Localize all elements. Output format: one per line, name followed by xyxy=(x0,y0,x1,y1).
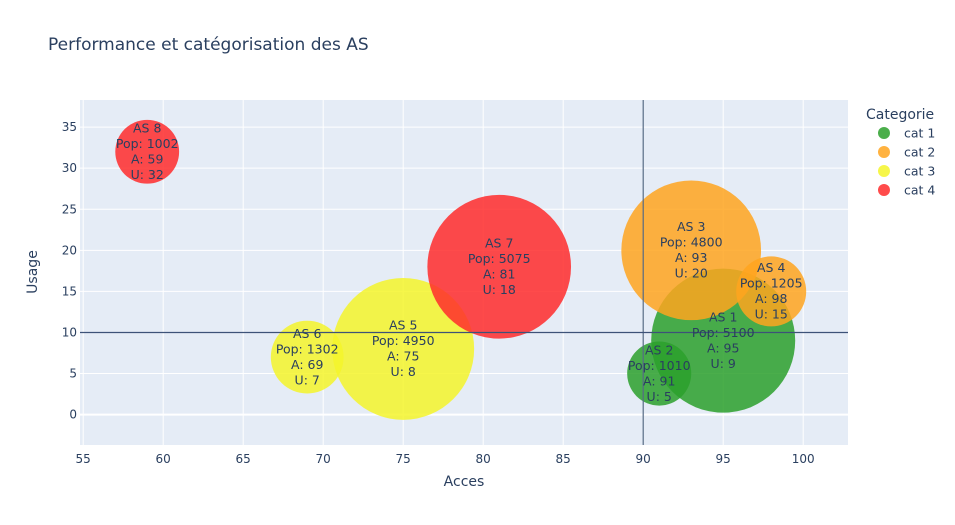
bubble-as-5 xyxy=(332,277,475,420)
x-tick-label: 65 xyxy=(236,452,251,466)
bubble-as-6 xyxy=(270,320,344,394)
chart-title: Performance et catégorisation des AS xyxy=(48,35,369,55)
bubble-label-as-6: A: 69 xyxy=(291,357,323,372)
y-tick-label: 5 xyxy=(69,367,77,381)
y-tick-label: 35 xyxy=(62,120,77,134)
y-tick-label: 30 xyxy=(62,161,77,175)
bubble-label-as-8: AS 8 xyxy=(133,121,161,136)
x-tick-label: 55 xyxy=(76,452,91,466)
bubble-label-as-4: AS 4 xyxy=(757,260,785,275)
legend-label: cat 3 xyxy=(904,164,935,179)
bubble-label-as-4: U: 15 xyxy=(755,307,788,322)
legend: Categorie cat 1 cat 2 cat 3 cat 4 xyxy=(866,107,935,198)
legend-title: Categorie xyxy=(866,107,934,123)
bubble-label-as-2: AS 2 xyxy=(645,342,673,357)
bubble-as-4 xyxy=(736,256,807,327)
bubble-label-as-2: A: 91 xyxy=(643,373,675,388)
x-tick-label: 100 xyxy=(792,452,815,466)
bubble-label-as-3: A: 93 xyxy=(675,250,707,265)
bubble-label-as-1: U: 9 xyxy=(711,356,736,371)
bubble-label-as-8: A: 59 xyxy=(131,152,163,167)
axis-ticks: 55 60 65 70 75 80 85 90 95 100 0 5 10 15 20 25 30 35 xyxy=(62,120,815,466)
bubble-label-as-7: AS 7 xyxy=(485,236,513,251)
y-tick-label: 20 xyxy=(62,243,77,257)
bubble-label-as-7: U: 18 xyxy=(483,282,516,297)
bubble-label-as-2: U: 5 xyxy=(647,389,672,404)
bubble-layer xyxy=(115,119,807,420)
bubble-label-as-3: AS 3 xyxy=(677,219,705,234)
bubble-label-as-1: A: 95 xyxy=(707,340,739,355)
legend-item-cat-3[interactable]: cat 3 xyxy=(878,164,935,179)
bubble-label-as-3: U: 20 xyxy=(675,266,708,281)
y-tick-label: 15 xyxy=(62,284,77,298)
bubble-label-as-7: A: 81 xyxy=(483,267,515,282)
legend-marker xyxy=(878,184,890,196)
y-tick-label: 0 xyxy=(69,408,77,422)
bubble-label-as-3: Pop: 4800 xyxy=(660,235,723,250)
reference-lines xyxy=(80,100,848,445)
legend-marker xyxy=(878,165,890,177)
bubble-label-as-4: Pop: 1205 xyxy=(740,276,803,291)
bubble-label-as-5: Pop: 4950 xyxy=(372,333,435,348)
y-axis-title: Usage xyxy=(25,250,41,294)
x-tick-label: 80 xyxy=(476,452,491,466)
bubble-label-as-5: AS 5 xyxy=(389,318,417,333)
bubble-label-as-7: Pop: 5075 xyxy=(468,251,531,266)
bubble-label-as-4: A: 98 xyxy=(755,291,787,306)
legend-label: cat 2 xyxy=(904,145,935,160)
bubble-label-as-6: AS 6 xyxy=(293,326,321,341)
legend-marker xyxy=(878,127,890,139)
x-tick-label: 85 xyxy=(556,452,571,466)
legend-item-cat-2[interactable]: cat 2 xyxy=(878,145,935,160)
legend-item-cat-1[interactable]: cat 1 xyxy=(878,126,935,141)
y-tick-label: 10 xyxy=(62,325,77,339)
legend-items: cat 1 cat 2 cat 3 cat 4 xyxy=(878,126,935,198)
bubble-label-as-8: U: 32 xyxy=(131,167,164,182)
bubble-label-as-8: Pop: 1002 xyxy=(116,136,179,151)
legend-label: cat 4 xyxy=(904,183,935,198)
bubble-label-as-6: U: 7 xyxy=(295,372,320,387)
bubble-label-as-5: U: 8 xyxy=(391,364,416,379)
x-tick-label: 60 xyxy=(156,452,171,466)
bubble-as-3 xyxy=(621,180,762,321)
legend-marker xyxy=(878,146,890,158)
x-tick-label: 75 xyxy=(396,452,411,466)
bubble-label-as-2: Pop: 1010 xyxy=(628,358,691,373)
bubble-label-as-1: AS 1 xyxy=(709,309,737,324)
bubble-label-as-6: Pop: 1302 xyxy=(276,341,339,356)
y-tick-label: 25 xyxy=(62,202,77,216)
legend-item-cat-4[interactable]: cat 4 xyxy=(878,183,935,198)
x-axis-title: Acces xyxy=(444,474,485,490)
legend-label: cat 1 xyxy=(904,126,935,141)
x-tick-label: 90 xyxy=(636,452,651,466)
bubble-label-as-5: A: 75 xyxy=(387,349,419,364)
x-tick-label: 95 xyxy=(716,452,731,466)
bubble-as-8 xyxy=(115,119,180,184)
bubble-as-7 xyxy=(427,194,572,339)
bubble-label-as-1: Pop: 5100 xyxy=(692,325,755,340)
x-tick-label: 70 xyxy=(316,452,331,466)
